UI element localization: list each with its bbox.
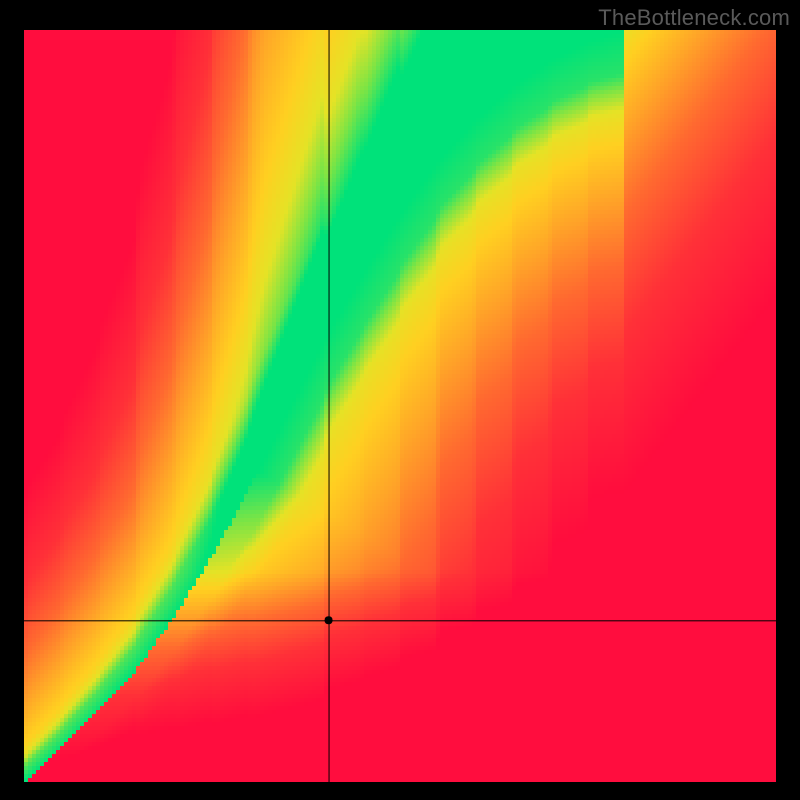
plot-area [24,30,776,782]
chart-container: TheBottleneck.com [0,0,800,800]
watermark-text: TheBottleneck.com [598,5,790,31]
bottleneck-heatmap [24,30,776,782]
